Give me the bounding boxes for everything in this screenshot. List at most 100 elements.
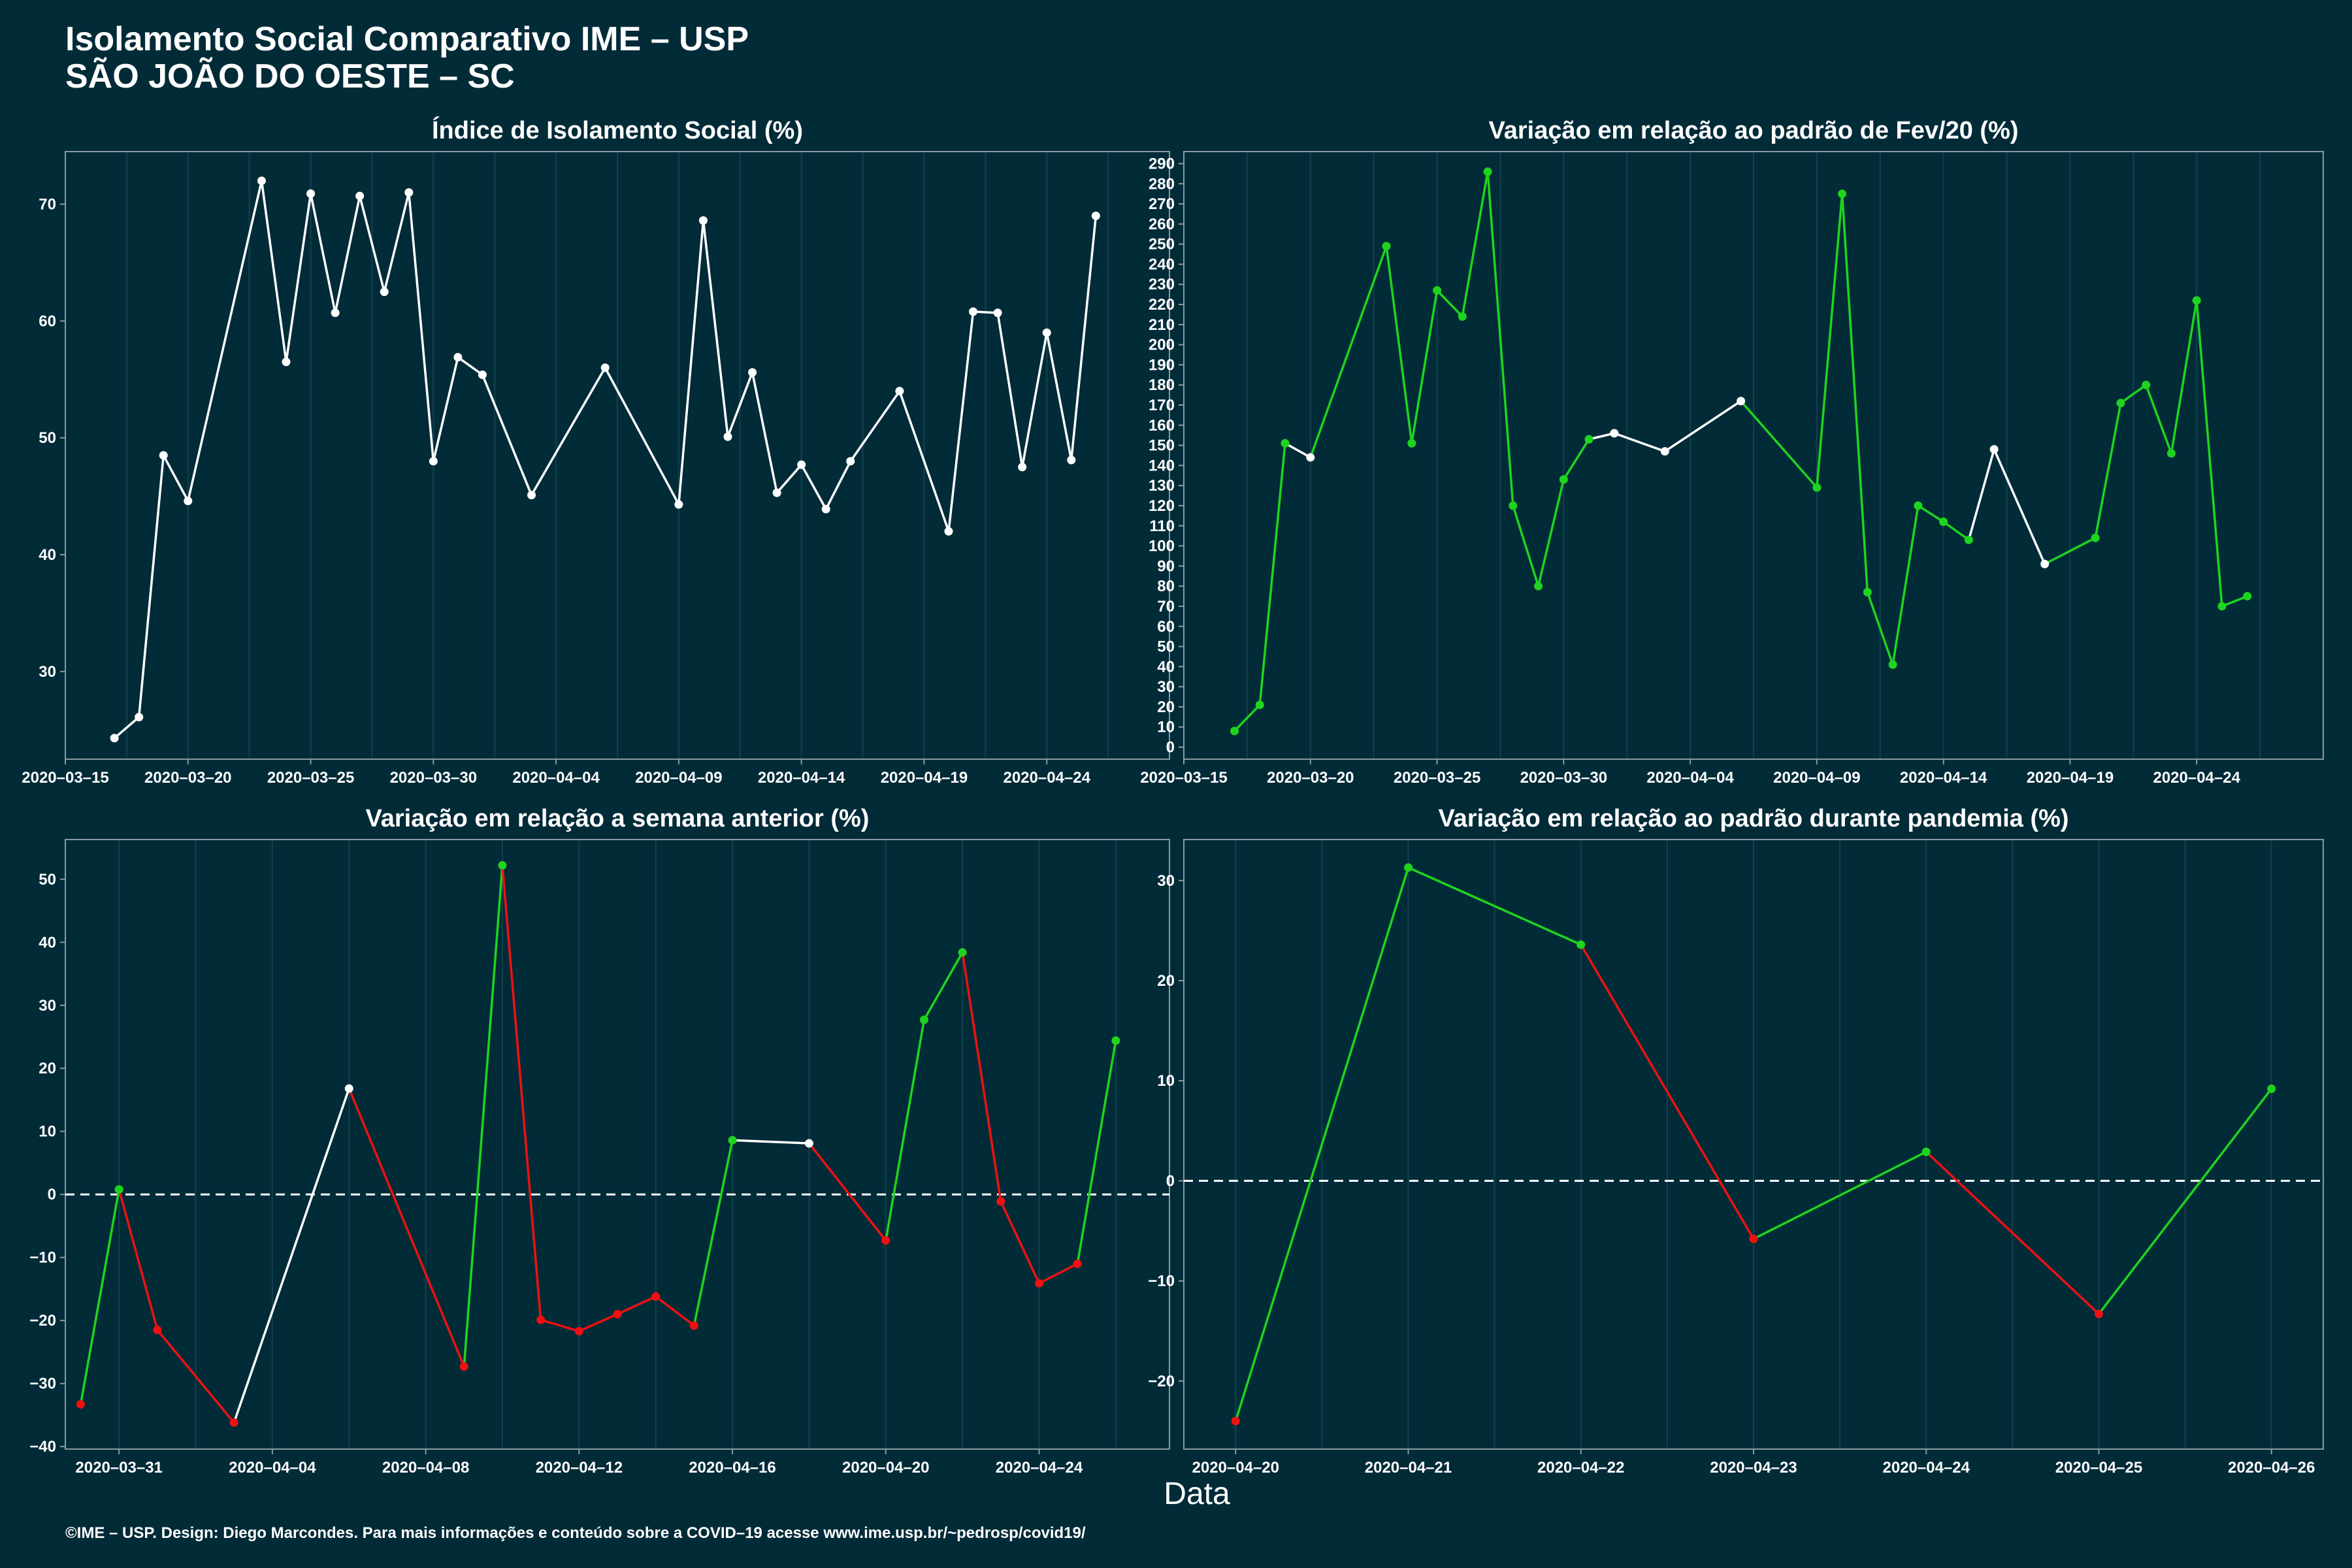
data-point: [1067, 455, 1076, 465]
data-point: [76, 1399, 85, 1409]
series-segment: [1562, 438, 1590, 481]
y-tick-label: 70: [1157, 598, 1175, 615]
series-segment: [233, 1087, 350, 1424]
series-segment: [309, 192, 336, 314]
y-tick-label: 30: [39, 997, 56, 1015]
series-segment: [1234, 866, 1410, 1422]
data-point: [772, 488, 781, 497]
y-tick-label: 50: [39, 429, 56, 447]
data-point: [478, 370, 487, 380]
data-point: [453, 353, 463, 362]
data-point: [1888, 660, 1897, 669]
data-point: [996, 1197, 1005, 1206]
y-tick-label: 20: [1157, 972, 1175, 990]
x-tick-label: 2020–04–08: [382, 1459, 469, 1477]
series-segment: [1752, 1151, 1927, 1241]
data-point: [895, 387, 904, 396]
data-point: [1382, 242, 1391, 251]
series-segment: [463, 864, 504, 1368]
series-segment: [898, 389, 950, 532]
y-tick-label: 90: [1157, 557, 1175, 575]
data-point: [1863, 587, 1872, 596]
data-point: [380, 287, 389, 297]
series-segment: [530, 367, 606, 497]
data-point: [1584, 434, 1593, 444]
data-point: [993, 308, 1002, 318]
data-point: [229, 1418, 238, 1427]
y-tick-label: 240: [1149, 255, 1175, 273]
data-point: [2040, 559, 2050, 568]
series-segment: [604, 367, 680, 506]
series-segment: [1407, 866, 1582, 946]
series-segment: [162, 454, 189, 502]
data-point: [306, 189, 316, 198]
data-point: [1749, 1234, 1758, 1243]
series-segment: [156, 1328, 235, 1424]
series-segment: [1233, 704, 1262, 732]
series-segment: [1486, 171, 1514, 507]
x-tick-label: 2020–03–25: [267, 769, 354, 787]
series-segment: [1613, 432, 1667, 453]
y-tick-label: 30: [39, 663, 56, 681]
y-tick-label: 250: [1149, 236, 1175, 253]
y-tick-label: 220: [1149, 296, 1175, 314]
x-tick-label: 2020–04–14: [758, 769, 845, 787]
x-tick-label: 2020–03–20: [1267, 769, 1354, 787]
data-point: [944, 527, 953, 536]
data-point: [600, 363, 610, 372]
y-tick-label: 70: [39, 195, 56, 213]
panel-isolation-index: Índice de Isolamento Social (%) 30 40 50 60 7…: [22, 116, 1170, 787]
series-segment: [947, 310, 975, 532]
y-tick-label: 270: [1149, 195, 1175, 213]
x-tick-label: 2020–04–20: [1192, 1459, 1279, 1477]
series-segment: [432, 356, 459, 463]
y-tick-label: 190: [1149, 356, 1175, 374]
data-point: [2094, 1309, 2103, 1318]
plot-frame: [65, 151, 1170, 760]
y-tick-label: 200: [1149, 336, 1175, 354]
data-point: [429, 457, 438, 466]
series-segment: [1588, 432, 1616, 441]
series-segment: [731, 1139, 811, 1145]
x-tick-label: 2020–04–09: [1773, 769, 1860, 787]
series-segment: [923, 951, 964, 1021]
data-point: [135, 713, 144, 722]
series-segment: [348, 1087, 466, 1368]
data-point: [1660, 447, 1669, 456]
data-point: [748, 368, 757, 377]
x-tick-label: 2020–04–24: [1003, 769, 1090, 787]
series-segment: [808, 1142, 887, 1242]
panel-variation-pandemic: Variação em relação ao padrão durante pa…: [1148, 805, 2324, 1477]
series-segment: [1663, 400, 1742, 453]
data-point: [1838, 189, 1847, 199]
y-tick-label: 20: [39, 1060, 56, 1077]
data-point: [1737, 397, 1746, 406]
y-tick-label: 30: [1157, 678, 1175, 696]
series-segment: [2221, 595, 2249, 608]
data-point: [110, 734, 119, 743]
series-segment: [578, 1313, 619, 1333]
y-tick-label: −40: [29, 1438, 56, 1456]
series-segment: [2097, 1087, 2273, 1315]
panel-title: Índice de Isolamento Social (%): [432, 116, 803, 144]
series-segment: [457, 356, 484, 376]
x-tick-label: 2020–04–04: [512, 769, 600, 787]
x-tick-label: 2020–04–24: [1883, 1459, 1970, 1477]
y-tick-label: 100: [1149, 538, 1175, 555]
data-point: [1306, 453, 1315, 462]
series-segment: [961, 951, 1002, 1203]
data-point: [1091, 211, 1100, 220]
y-tick-label: 20: [1157, 698, 1175, 716]
series-segment: [1512, 504, 1540, 587]
data-point: [881, 1236, 890, 1245]
data-point: [1231, 1416, 1240, 1426]
plot-frame: [1183, 151, 2324, 760]
series-segment: [1435, 289, 1464, 318]
main-title: Isolamento Social Comparativo IME – USP: [65, 20, 749, 58]
series-segment: [1021, 331, 1048, 468]
series-segment: [137, 454, 165, 719]
data-point: [1111, 1036, 1120, 1045]
panel-variation-feb: Variação em relação ao padrão de Fev/20 …: [1140, 117, 2324, 787]
series-segment: [1537, 478, 1565, 587]
y-tick-label: −30: [29, 1375, 56, 1393]
